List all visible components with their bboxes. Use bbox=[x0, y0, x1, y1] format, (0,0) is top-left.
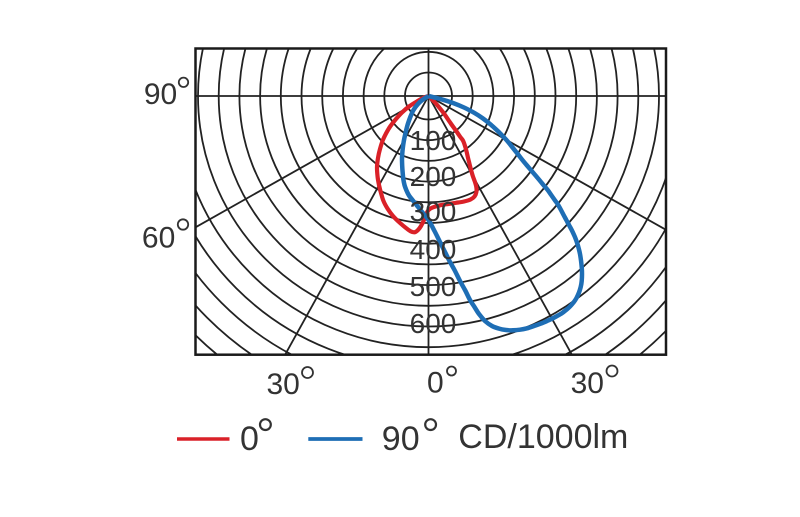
svg-text:60: 60 bbox=[142, 222, 175, 255]
svg-text:200: 200 bbox=[410, 161, 457, 192]
svg-text:100: 100 bbox=[410, 125, 457, 156]
svg-text:300: 300 bbox=[410, 196, 457, 227]
svg-text:500: 500 bbox=[410, 271, 457, 302]
svg-text:400: 400 bbox=[410, 234, 457, 265]
svg-text:0: 0 bbox=[427, 367, 444, 400]
svg-text:0: 0 bbox=[240, 420, 259, 458]
svg-text:CD/1000lm: CD/1000lm bbox=[458, 418, 628, 456]
svg-text:90: 90 bbox=[382, 420, 420, 458]
svg-text:30: 30 bbox=[571, 367, 604, 400]
svg-text:90: 90 bbox=[144, 78, 177, 111]
svg-text:600: 600 bbox=[410, 308, 457, 339]
svg-text:30: 30 bbox=[267, 368, 300, 401]
